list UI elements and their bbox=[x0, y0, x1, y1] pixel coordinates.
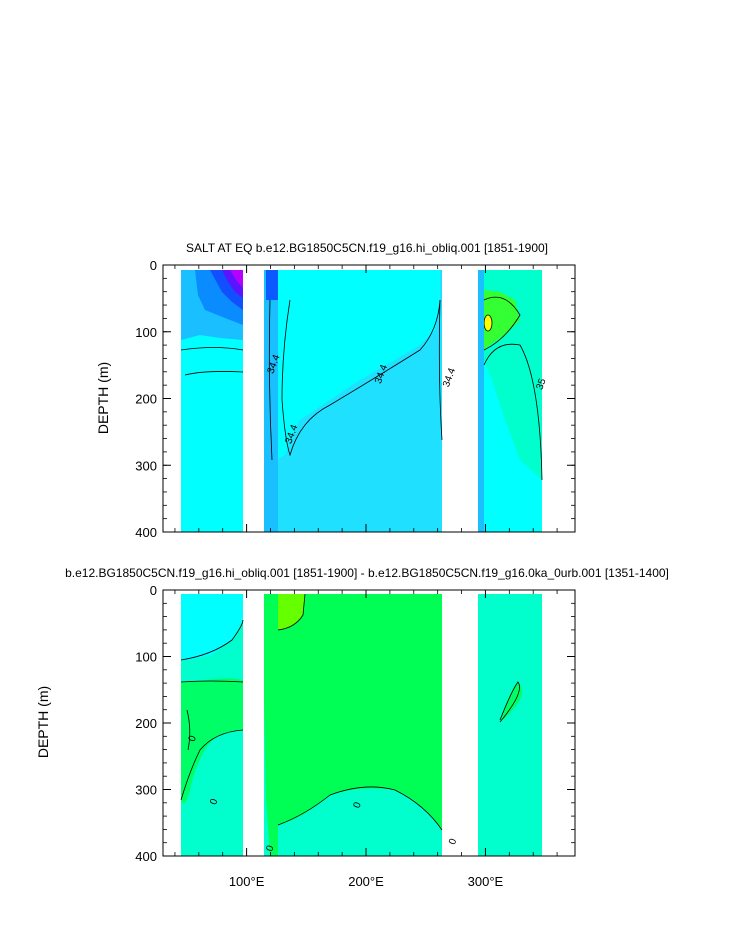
bottom-field-east bbox=[484, 594, 542, 856]
contour-label: 0 bbox=[352, 800, 364, 809]
y-tick-label: 0 bbox=[150, 583, 157, 598]
top-field-region-344 bbox=[268, 270, 442, 532]
bottom-field-patch bbox=[278, 594, 305, 630]
top-field-east-edge bbox=[478, 270, 484, 532]
bottom-land-mask-1 bbox=[243, 594, 264, 856]
top-contours bbox=[180, 296, 543, 481]
top-land-mask-2 bbox=[442, 270, 478, 532]
x-tick-label: 300°E bbox=[468, 874, 504, 889]
bottom-contours bbox=[180, 593, 520, 831]
contour-label: 35 bbox=[535, 377, 549, 392]
bottom-field-west-band bbox=[181, 678, 243, 804]
top-y-axis-label: DEPTH (m) bbox=[95, 362, 111, 434]
y-tick-label: 400 bbox=[135, 849, 157, 864]
top-field-east-max bbox=[483, 314, 493, 332]
top-land-mask-1 bbox=[243, 270, 264, 532]
y-tick-label: 200 bbox=[135, 392, 157, 407]
bottom-contour-labels: 0 0 0 0 0 bbox=[187, 734, 460, 853]
bottom-panel: b.e12.BG1850C5CN.f19_g16.hi_obliq.001 [1… bbox=[35, 566, 669, 889]
y-tick-label: 300 bbox=[135, 783, 157, 798]
y-tick-label: 100 bbox=[135, 325, 157, 340]
contour-label: 0 bbox=[208, 797, 220, 806]
bottom-field-west-top bbox=[181, 594, 243, 660]
bottom-land-mask-2 bbox=[442, 594, 478, 856]
top-field-west-5 bbox=[230, 270, 243, 288]
top-x-ticks bbox=[174, 265, 558, 532]
x-tick-label: 200°E bbox=[348, 874, 384, 889]
y-tick-label: 300 bbox=[135, 458, 157, 473]
top-field-column-top bbox=[266, 270, 278, 300]
contour-label: 0 bbox=[264, 844, 276, 853]
y-tick-label: 200 bbox=[135, 716, 157, 731]
y-tick-label: 400 bbox=[135, 525, 157, 540]
contour-label: 0 bbox=[447, 837, 459, 846]
bottom-y-ticks: 0 100 200 300 400 bbox=[135, 583, 575, 864]
bottom-y-axis-label: DEPTH (m) bbox=[35, 686, 51, 758]
top-panel-title: SALT AT EQ b.e12.BG1850C5CN.f19_g16.hi_o… bbox=[186, 241, 548, 255]
top-field-east-2 bbox=[484, 290, 520, 350]
top-y-ticks: 0 100 200 300 400 bbox=[135, 258, 575, 540]
bottom-field-column bbox=[264, 594, 278, 856]
bottom-field-main bbox=[278, 594, 442, 830]
bottom-panel-title: b.e12.BG1850C5CN.f19_g16.hi_obliq.001 [1… bbox=[65, 566, 669, 580]
y-tick-label: 0 bbox=[150, 258, 157, 273]
bottom-field-east-patch bbox=[500, 682, 523, 722]
top-field-column bbox=[264, 270, 278, 532]
contour-label: 0 bbox=[187, 734, 199, 743]
y-tick-label: 100 bbox=[135, 650, 157, 665]
x-tick-label: 100°E bbox=[229, 874, 265, 889]
top-panel: SALT AT EQ b.e12.BG1850C5CN.f19_g16.hi_o… bbox=[95, 241, 576, 540]
bottom-x-ticks: 100°E 200°E 300°E bbox=[174, 590, 558, 889]
